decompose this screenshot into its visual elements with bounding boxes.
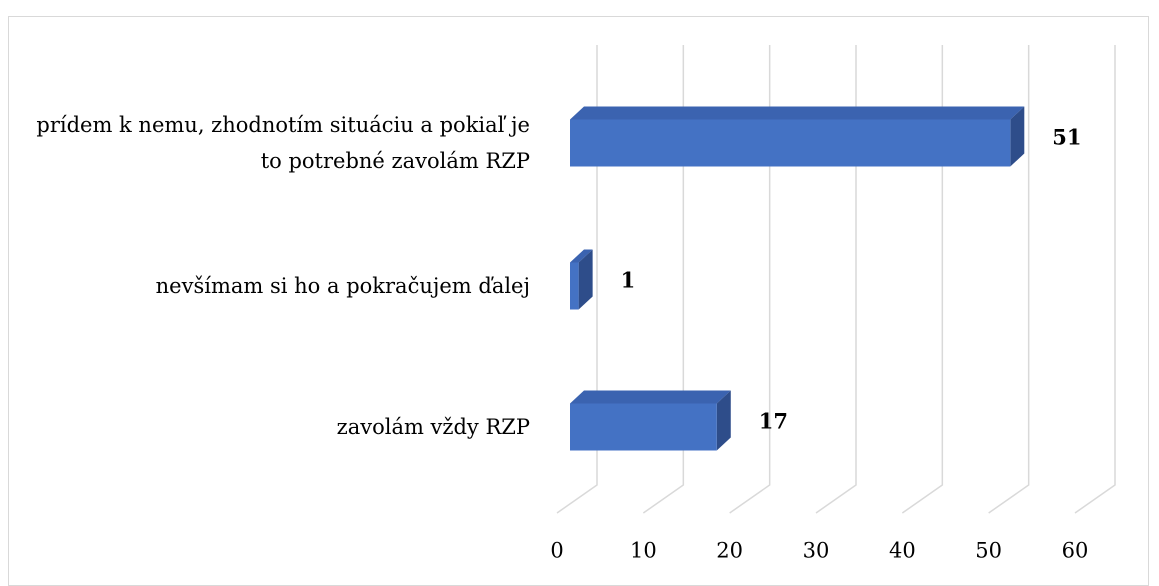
bar-front: [570, 119, 1011, 167]
bar-side: [716, 390, 731, 451]
y-tick-label: zavolám vždy RZP: [336, 415, 530, 439]
grid-line: [556, 45, 598, 514]
bar-front: [570, 262, 579, 310]
x-tick-label: 20: [716, 539, 743, 563]
grid-line: [901, 45, 944, 514]
x-tick-label: 60: [1062, 539, 1089, 563]
x-tick-label: 10: [630, 539, 657, 563]
x-tick-label: 50: [975, 539, 1002, 563]
bar-top: [570, 249, 593, 263]
data-label: 51: [1052, 125, 1081, 150]
bar-top: [570, 390, 731, 404]
grid-line: [729, 45, 771, 514]
data-label: 1: [621, 268, 636, 293]
grid-line: [642, 45, 685, 514]
x-tick-label: 40: [889, 539, 916, 563]
bar: [570, 249, 593, 310]
bar: [570, 390, 731, 451]
data-label: 17: [759, 409, 788, 434]
bar: [570, 106, 1025, 167]
bar-side: [1010, 106, 1025, 167]
x-tick-label: 0: [550, 539, 563, 563]
bar-side: [578, 249, 593, 310]
bar-top: [570, 106, 1025, 120]
x-tick-label: 30: [803, 539, 830, 563]
y-tick-label: nevšímam si ho a pokračujem ďalej: [155, 274, 530, 298]
y-tick-label: prídem k nemu, zhodnotím situáciu a poki…: [36, 113, 530, 173]
grid-line: [988, 45, 1030, 514]
grid-line: [815, 45, 857, 514]
grid-line: [1074, 45, 1116, 514]
bar-front: [570, 403, 717, 451]
